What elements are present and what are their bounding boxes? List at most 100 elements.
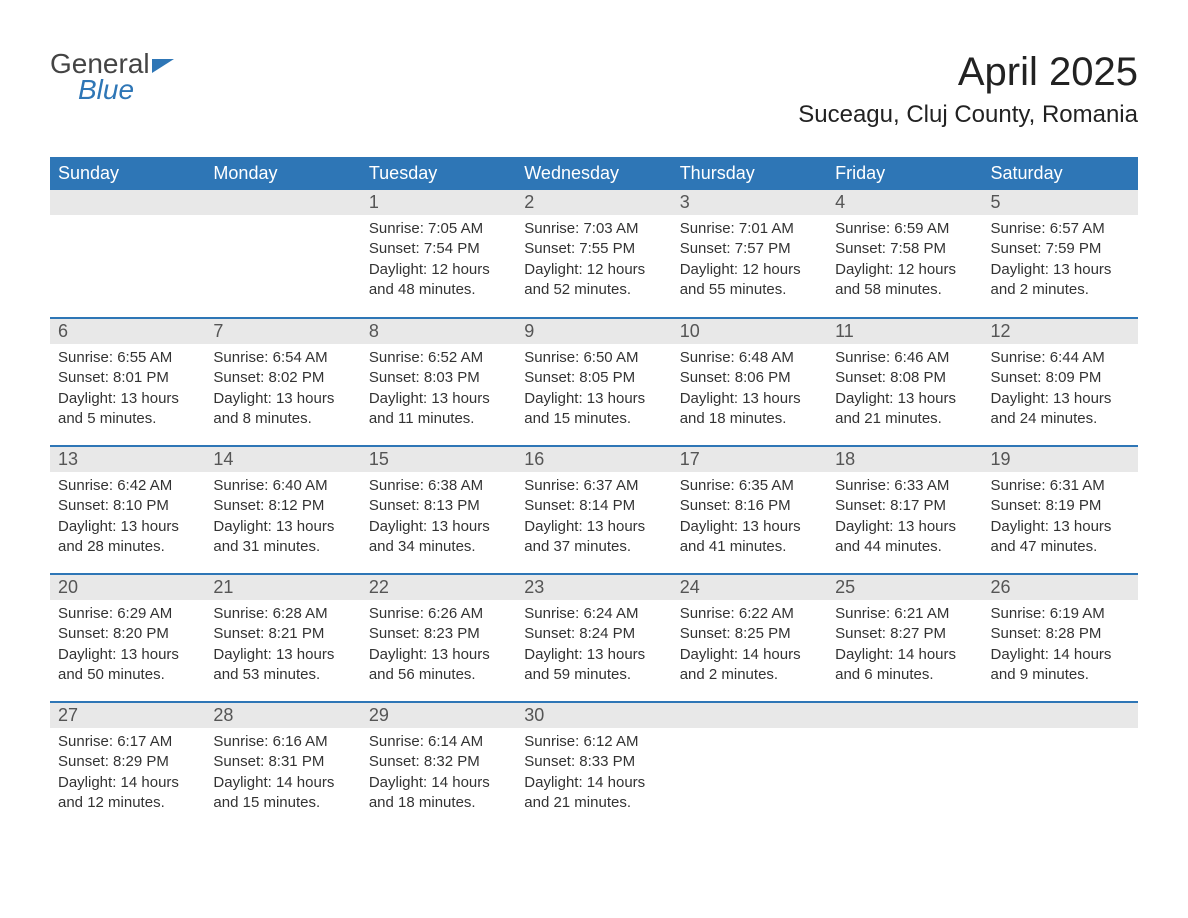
- calendar-week-row: 13Sunrise: 6:42 AMSunset: 8:10 PMDayligh…: [50, 446, 1138, 574]
- weekday-header: Tuesday: [361, 157, 516, 190]
- sunrise-line: Sunrise: 6:42 AM: [58, 476, 197, 496]
- day-number: 29: [361, 703, 516, 728]
- day-number: 5: [983, 190, 1138, 215]
- day-details: Sunrise: 6:50 AMSunset: 8:05 PMDaylight:…: [516, 344, 671, 435]
- calendar-cell: 26Sunrise: 6:19 AMSunset: 8:28 PMDayligh…: [983, 574, 1138, 702]
- sunset-line: Sunset: 8:17 PM: [835, 496, 974, 516]
- calendar-cell: 22Sunrise: 6:26 AMSunset: 8:23 PMDayligh…: [361, 574, 516, 702]
- calendar-body: 1 Sunrise: 7:05 AMSunset: 7:54 PM Daylight…: [50, 190, 1138, 830]
- daylight-line-2: and 12 minutes.: [58, 793, 197, 813]
- sunset-line: Sunset: 8:25 PM: [680, 624, 819, 644]
- day-number: 1: [361, 190, 516, 215]
- daylight-line-1: Daylight: 13 hours: [524, 517, 663, 537]
- month-title: April 2025: [798, 50, 1138, 95]
- calendar-cell: 18Sunrise: 6:33 AMSunset: 8:17 PMDayligh…: [827, 446, 982, 574]
- sunset-line: Sunset: 8:02 PM: [213, 368, 352, 388]
- calendar-cell: 29Sunrise: 6:14 AMSunset: 8:32 PMDayligh…: [361, 702, 516, 830]
- weekday-header: Monday: [205, 157, 360, 190]
- sunset-line: Sunset: 8:12 PM: [213, 496, 352, 516]
- calendar-cell: [827, 702, 982, 830]
- sunrise-line: Sunrise: 6:33 AM: [835, 476, 974, 496]
- sunset-line: Sunset: 8:27 PM: [835, 624, 974, 644]
- daylight-line-2: and 34 minutes.: [369, 537, 508, 557]
- daylight-line-2: and 37 minutes.: [524, 537, 663, 557]
- sunrise-line: Sunrise: 7:05 AM: [369, 219, 508, 239]
- calendar-cell: 30Sunrise: 6:12 AMSunset: 8:33 PMDayligh…: [516, 702, 671, 830]
- calendar-cell: 5Sunrise: 6:57 AMSunset: 7:59 PMDaylight…: [983, 190, 1138, 318]
- day-details: Sunrise: 6:24 AMSunset: 8:24 PMDaylight:…: [516, 600, 671, 691]
- sunrise-line: Sunrise: 6:31 AM: [991, 476, 1130, 496]
- sunrise-line: Sunrise: 6:38 AM: [369, 476, 508, 496]
- sunset-line: Sunset: 8:08 PM: [835, 368, 974, 388]
- calendar-week-row: 27Sunrise: 6:17 AMSunset: 8:29 PMDayligh…: [50, 702, 1138, 830]
- sunset-line: Sunset: 7:59 PM: [991, 239, 1130, 259]
- day-number: 3: [672, 190, 827, 215]
- calendar-cell: [205, 190, 360, 318]
- sunrise-line: Sunrise: 6:37 AM: [524, 476, 663, 496]
- page-header: General Blue April 2025 Suceagu, Cluj Co…: [50, 50, 1138, 129]
- sunrise-line: Sunrise: 6:21 AM: [835, 604, 974, 624]
- daylight-line-1: Daylight: 14 hours: [58, 773, 197, 793]
- sunset-line: Sunset: 7:55 PM: [524, 239, 663, 259]
- day-number: 2: [516, 190, 671, 215]
- day-details: [50, 215, 205, 225]
- day-number: 12: [983, 319, 1138, 344]
- sunrise-line: Sunrise: 6:29 AM: [58, 604, 197, 624]
- daylight-line-2: and 41 minutes.: [680, 537, 819, 557]
- sunrise-line: Sunrise: 6:40 AM: [213, 476, 352, 496]
- day-number: 14: [205, 447, 360, 472]
- sunrise-line: Sunrise: 6:22 AM: [680, 604, 819, 624]
- daylight-line-1: Daylight: 13 hours: [991, 260, 1130, 280]
- daylight-line-2: and 5 minutes.: [58, 409, 197, 429]
- sunrise-line: Sunrise: 6:59 AM: [835, 219, 974, 239]
- sunrise-line: Sunrise: 6:24 AM: [524, 604, 663, 624]
- calendar-cell: 13Sunrise: 6:42 AMSunset: 8:10 PMDayligh…: [50, 446, 205, 574]
- daylight-line-2: and 2 minutes.: [680, 665, 819, 685]
- daylight-line-1: Daylight: 13 hours: [369, 389, 508, 409]
- day-details: [672, 728, 827, 738]
- daylight-line-2: and 59 minutes.: [524, 665, 663, 685]
- daylight-line-2: and 18 minutes.: [369, 793, 508, 813]
- day-details: [983, 728, 1138, 738]
- sunrise-line: Sunrise: 6:17 AM: [58, 732, 197, 752]
- day-details: Sunrise: 6:29 AMSunset: 8:20 PMDaylight:…: [50, 600, 205, 691]
- day-details: Sunrise: 6:12 AMSunset: 8:33 PMDaylight:…: [516, 728, 671, 819]
- calendar-cell: 27Sunrise: 6:17 AMSunset: 8:29 PMDayligh…: [50, 702, 205, 830]
- calendar-cell: 6Sunrise: 6:55 AMSunset: 8:01 PMDaylight…: [50, 318, 205, 446]
- brand-logo: General Blue: [50, 50, 174, 104]
- sunset-line: Sunset: 8:14 PM: [524, 496, 663, 516]
- calendar-cell: 9Sunrise: 6:50 AMSunset: 8:05 PMDaylight…: [516, 318, 671, 446]
- sunrise-line: Sunrise: 6:12 AM: [524, 732, 663, 752]
- daylight-line-1: Daylight: 14 hours: [991, 645, 1130, 665]
- daylight-line-2: and 44 minutes.: [835, 537, 974, 557]
- calendar-cell: [50, 190, 205, 318]
- day-number: 28: [205, 703, 360, 728]
- day-number: 4: [827, 190, 982, 215]
- sunrise-line: Sunrise: 6:46 AM: [835, 348, 974, 368]
- daylight-line-1: Daylight: 13 hours: [58, 517, 197, 537]
- day-number: [50, 190, 205, 215]
- calendar-cell: 23Sunrise: 6:24 AMSunset: 8:24 PMDayligh…: [516, 574, 671, 702]
- day-number: 9: [516, 319, 671, 344]
- calendar-cell: 11Sunrise: 6:46 AMSunset: 8:08 PMDayligh…: [827, 318, 982, 446]
- day-details: Sunrise: 6:57 AMSunset: 7:59 PMDaylight:…: [983, 215, 1138, 306]
- daylight-line-2: and 58 minutes.: [835, 280, 974, 300]
- sunset-line: Sunset: 8:01 PM: [58, 368, 197, 388]
- sunset-line: Sunset: 7:57 PM: [680, 239, 819, 259]
- daylight-line-2: and 9 minutes.: [991, 665, 1130, 685]
- sunset-line: Sunset: 7:54 PM: [369, 239, 508, 259]
- calendar-week-row: 6Sunrise: 6:55 AMSunset: 8:01 PMDaylight…: [50, 318, 1138, 446]
- sunrise-line: Sunrise: 6:14 AM: [369, 732, 508, 752]
- day-details: Sunrise: 6:55 AMSunset: 8:01 PMDaylight:…: [50, 344, 205, 435]
- calendar-cell: [672, 702, 827, 830]
- weekday-header: Thursday: [672, 157, 827, 190]
- sunset-line: Sunset: 8:28 PM: [991, 624, 1130, 644]
- calendar-cell: 12Sunrise: 6:44 AMSunset: 8:09 PMDayligh…: [983, 318, 1138, 446]
- daylight-line-2: and 2 minutes.: [991, 280, 1130, 300]
- day-number: 16: [516, 447, 671, 472]
- sunrise-line: Sunrise: 6:28 AM: [213, 604, 352, 624]
- calendar-cell: 25Sunrise: 6:21 AMSunset: 8:27 PMDayligh…: [827, 574, 982, 702]
- sunrise-line: Sunrise: 7:01 AM: [680, 219, 819, 239]
- day-number: 18: [827, 447, 982, 472]
- daylight-line-1: Daylight: 13 hours: [524, 389, 663, 409]
